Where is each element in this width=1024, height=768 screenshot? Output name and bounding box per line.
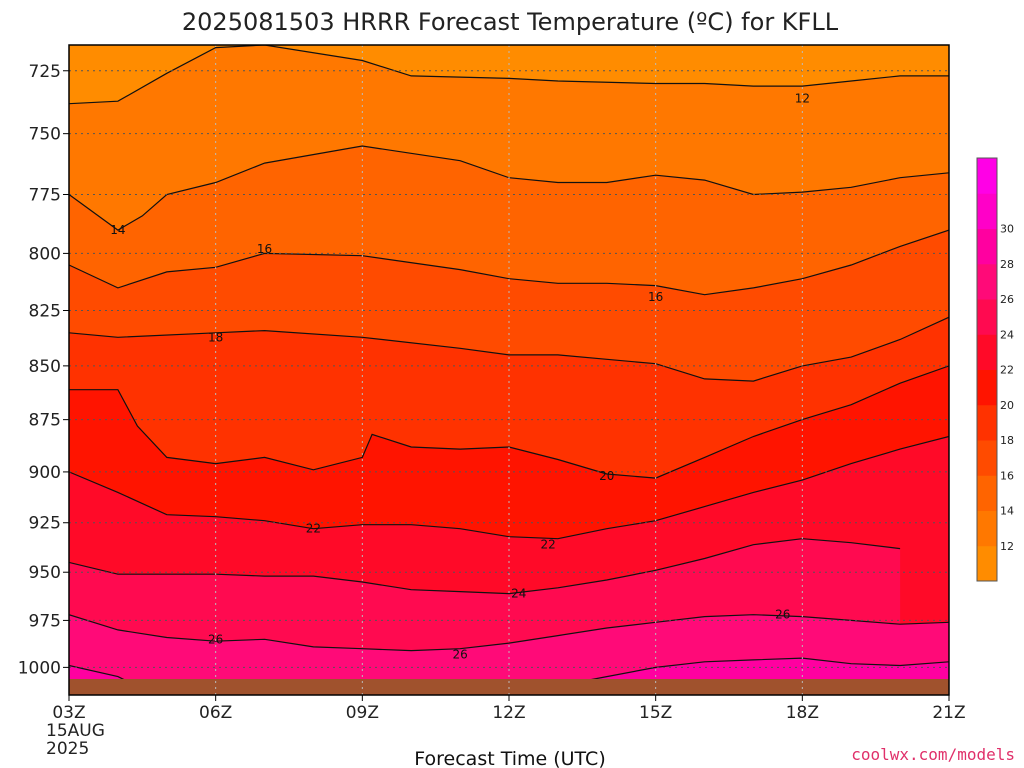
contour-label: 22 xyxy=(540,538,555,552)
x-tick-label: 21Z xyxy=(932,703,965,723)
x-tick-label: 03Z xyxy=(52,703,85,723)
y-tick-label: 950 xyxy=(29,563,61,583)
contour-line xyxy=(69,229,949,296)
contour-label: 26 xyxy=(208,632,223,646)
colorbar-swatch xyxy=(977,545,997,582)
x-tick-label: 12Z xyxy=(492,703,525,723)
filled-contours xyxy=(69,45,949,695)
contour-label: 26 xyxy=(452,647,467,661)
colorbar-tick-label: 30 xyxy=(1000,223,1014,236)
y-tick-label: 875 xyxy=(29,411,61,431)
colorbar-swatch xyxy=(977,510,997,547)
x-tick-label: 15Z xyxy=(639,703,672,723)
colorbar-tick-label: 22 xyxy=(1000,364,1014,377)
contour-label: 16 xyxy=(648,290,663,304)
chart-title: 2025081503 HRRR Forecast Temperature (ºC… xyxy=(182,8,839,36)
colorbar-legend: 12 14 16 18 20 22 24 26 28 30 xyxy=(976,157,1014,582)
colorbar-swatch xyxy=(977,440,997,476)
contour-label: 12 xyxy=(795,92,810,106)
y-tick-label: 825 xyxy=(29,301,61,321)
x-axis-label: Forecast Time (UTC) xyxy=(414,748,605,768)
colorbar-border xyxy=(976,157,998,582)
colorbar-swatch xyxy=(977,334,997,370)
colorbar-swatch xyxy=(977,475,997,511)
contour-label: 20 xyxy=(599,469,614,483)
contour-label: 22 xyxy=(306,522,321,536)
contour-line xyxy=(69,45,949,105)
y-tick-label: 750 xyxy=(29,125,61,145)
x-tick-label: 09Z xyxy=(346,703,379,723)
y-tick-label: 975 xyxy=(29,611,61,631)
plot-area: 12 14 16 16 18 20 22 22 24 26 26 26 xyxy=(68,44,950,696)
colorbar-tick-label: 20 xyxy=(1000,399,1014,412)
contour-line xyxy=(69,435,949,540)
colorbar-tick-label: 28 xyxy=(1000,258,1014,271)
contour-line xyxy=(69,365,949,479)
colorbar-tick-label: 24 xyxy=(1000,328,1014,341)
y-tick-label: 850 xyxy=(29,357,61,377)
y-axis: 725 750 775 800 825 850 875 900 925 950 975 1000 xyxy=(18,62,69,678)
x-tick-label: 18Z xyxy=(786,703,819,723)
contour-line xyxy=(69,538,901,595)
contour-label: 24 xyxy=(511,587,526,601)
x-tick-date: 2025 xyxy=(46,739,89,759)
y-tick-label: 800 xyxy=(29,244,61,264)
colorbar-swatch xyxy=(977,369,997,406)
contour-label: 14 xyxy=(110,223,125,237)
colorbar-tick-label: 14 xyxy=(1000,505,1014,518)
colorbar-tick-label: 16 xyxy=(1000,469,1014,482)
y-tick-label: 725 xyxy=(29,62,61,82)
contour-labels: 12 14 16 16 18 20 22 22 24 26 26 26 xyxy=(110,92,810,662)
colorbar-swatch xyxy=(977,228,997,265)
contour-label: 26 xyxy=(775,608,790,622)
x-tick-date: 15AUG xyxy=(46,721,105,741)
credit-text: coolwx.com/models xyxy=(851,745,1015,764)
y-tick-label: 1000 xyxy=(18,658,61,678)
contour-label: 18 xyxy=(208,330,223,344)
colorbar-tick-label: 18 xyxy=(1000,434,1014,447)
colorbar-swatch xyxy=(977,263,997,300)
grid xyxy=(68,45,950,695)
colorbar-swatch xyxy=(977,158,997,194)
y-tick-label: 900 xyxy=(29,463,61,483)
contour-label: 16 xyxy=(257,242,272,256)
colorbar-swatch xyxy=(977,404,997,441)
colorbar-swatch xyxy=(977,299,997,335)
x-tick-label: 06Z xyxy=(199,703,232,723)
colorbar-tick-label: 26 xyxy=(1000,293,1014,306)
contour-line xyxy=(69,316,949,382)
y-tick-label: 925 xyxy=(29,514,61,534)
colorbar-tick-label: 12 xyxy=(1000,540,1014,553)
y-tick-label: 775 xyxy=(29,185,61,205)
contour-line xyxy=(69,145,949,231)
colorbar-swatch xyxy=(977,193,997,229)
